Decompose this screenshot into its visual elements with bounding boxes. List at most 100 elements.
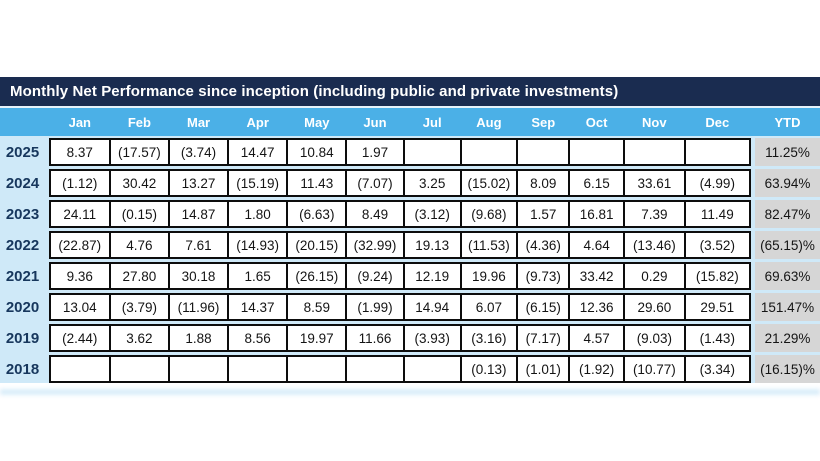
value-cell-2022-apr: (14.93) (226, 233, 287, 257)
value-cell-2022-mar: 7.61 (168, 233, 227, 257)
column-header-apr: Apr (246, 114, 269, 130)
value-cell-2023-sep: 1.57 (516, 202, 568, 226)
year-label-2025: 2025 (0, 138, 45, 166)
performance-table: Jan Feb Mar Apr May Jun Jul Aug Sep Oct Nov Dec YTD… (0, 108, 820, 383)
column-header-aug: Aug (476, 114, 502, 130)
value-cell-2019-jan: (2.44) (62, 330, 98, 346)
value-cell-2018-may (286, 357, 345, 381)
value-cell-2021-jul: 12.19 (402, 264, 460, 288)
value-cell-2021-jun: (9.24) (345, 264, 403, 288)
value-cell-2021-mar: 30.18 (168, 264, 227, 288)
value-cell-2019-apr: 8.56 (226, 326, 287, 350)
value-cell-2025-oct (568, 140, 623, 164)
value-cell-2024-jul: 3.25 (402, 171, 460, 195)
value-cell-2021-may: (26.15) (286, 264, 345, 288)
value-cell-2024-feb: 30.42 (108, 171, 169, 195)
value-cell-2018-dec: (3.34) (683, 357, 749, 381)
value-cell-2024-sep: 8.09 (516, 171, 568, 195)
ytd-value-2023: 82.47% (755, 200, 820, 228)
value-cell-2019-may: 19.97 (286, 326, 345, 350)
value-cell-2024-dec: (4.99) (683, 171, 749, 195)
value-cell-2022-jul: 19.13 (402, 233, 460, 257)
value-cell-2025-sep (516, 140, 568, 164)
value-cell-2018-feb (108, 357, 169, 381)
months-strip-2021: 9.36 27.80 30.18 1.65 (26.15) (9.24) 12.19 19.9… (49, 262, 751, 290)
value-cell-2018-mar (168, 357, 227, 381)
ytd-value-2020: 151.47% (755, 293, 820, 321)
year-label-2018: 2018 (0, 355, 45, 383)
table-row-2020: 2020 13.04 (3.79) (11.96) 14.37 8.59 (1.99) 14.… (0, 293, 820, 321)
value-cell-2024-apr: (15.19) (226, 171, 287, 195)
column-header-mar: Mar (186, 114, 211, 130)
value-cell-2018-oct: (1.92) (568, 357, 623, 381)
value-cell-2023-feb: (0.15) (108, 202, 169, 226)
year-label-2024: 2024 (0, 169, 45, 197)
value-cell-2020-jul: 14.94 (402, 295, 460, 319)
table-row-2019: 2019 (2.44) 3.62 1.88 8.56 19.97 11.66 (3.93) (3… (0, 324, 820, 352)
value-cell-2020-apr: 14.37 (226, 295, 287, 319)
column-header-ytd: YTD (774, 114, 801, 130)
value-cell-2019-aug: (3.16) (459, 326, 517, 350)
column-header-sep: Sep (531, 114, 556, 130)
value-cell-2019-sep: (7.17) (516, 326, 568, 350)
value-cell-2025-feb: (17.57) (108, 140, 169, 164)
value-cell-2024-may: 11.43 (286, 171, 345, 195)
value-cell-2021-feb: 27.80 (108, 264, 169, 288)
value-cell-2020-feb: (3.79) (108, 295, 169, 319)
value-cell-2020-may: 8.59 (286, 295, 345, 319)
value-cell-2019-dec: (1.43) (683, 326, 749, 350)
value-cell-2018-jul (402, 357, 460, 381)
column-header-oct: Oct (585, 114, 608, 130)
ytd-value-2024: 63.94% (755, 169, 820, 197)
value-cell-2019-mar: 1.88 (168, 326, 227, 350)
year-label-2021: 2021 (0, 262, 45, 290)
table-row-2023: 2023 24.11 (0.15) 14.87 1.80 (6.63) 8.49 (3.12)… (0, 200, 820, 228)
value-cell-2021-nov: 0.29 (623, 264, 684, 288)
value-cell-2021-oct: 33.42 (568, 264, 623, 288)
months-strip-2025: 8.37 (17.57) (3.74) 14.47 10.84 1.97 (49, 138, 751, 166)
year-label-2023: 2023 (0, 200, 45, 228)
months-strip-2024: (1.12) 30.42 13.27 (15.19) 11.43 (7.07) 3.25 (1… (49, 169, 751, 197)
value-cell-2023-mar: 14.87 (168, 202, 227, 226)
value-cell-2023-jul: (3.12) (402, 202, 460, 226)
value-cell-2020-jun: (1.99) (345, 295, 403, 319)
column-header-feb: Feb (127, 114, 151, 130)
value-cell-2019-oct: 4.57 (568, 326, 623, 350)
value-cell-2022-feb: 4.76 (108, 233, 169, 257)
value-cell-2024-jan: (1.12) (62, 175, 98, 191)
value-cell-2021-sep: (9.73) (516, 264, 568, 288)
value-cell-2022-nov: (13.46) (623, 233, 684, 257)
value-cell-2021-dec: (15.82) (683, 264, 749, 288)
value-cell-2018-sep: (1.01) (516, 357, 568, 381)
value-cell-2022-jun: (32.99) (345, 233, 403, 257)
value-cell-2021-jan: 9.36 (66, 268, 93, 284)
table-row-2018: 2018 (0.13) (1.01) (1.92) (10.77) (3.34) (16.1… (0, 355, 820, 383)
value-cell-2020-oct: 12.36 (568, 295, 623, 319)
value-cell-2019-jul: (3.93) (402, 326, 460, 350)
table-title-bar: Monthly Net Performance since inception … (0, 77, 820, 108)
months-strip-2022: (22.87) 4.76 7.61 (14.93) (20.15) (32.99) 19.1… (49, 231, 751, 259)
column-header-may: May (304, 114, 330, 130)
value-cell-2020-mar: (11.96) (168, 295, 227, 319)
months-strip-2020: 13.04 (3.79) (11.96) 14.37 8.59 (1.99) 14.94 6.… (49, 293, 751, 321)
value-cell-2024-aug: (15.02) (459, 171, 517, 195)
value-cell-2023-nov: 7.39 (623, 202, 684, 226)
table-body: 2025 8.37 (17.57) (3.74) 14.47 10.84 1.97 11.25… (0, 138, 820, 383)
top-whitespace (0, 0, 820, 77)
column-header-dec: Dec (705, 114, 730, 130)
value-cell-2018-jun (345, 357, 403, 381)
value-cell-2023-apr: 1.80 (226, 202, 287, 226)
value-cell-2022-sep: (4.36) (516, 233, 568, 257)
value-cell-2022-may: (20.15) (286, 233, 345, 257)
value-cell-2024-oct: 6.15 (568, 171, 623, 195)
value-cell-2019-jun: 11.66 (345, 326, 403, 350)
column-header-jan: Jan (68, 114, 91, 130)
value-cell-2024-mar: 13.27 (168, 171, 227, 195)
value-cell-2024-nov: 33.61 (623, 171, 684, 195)
year-column-header (0, 108, 45, 136)
ytd-value-2019: 21.29% (755, 324, 820, 352)
value-cell-2023-dec: 11.49 (683, 202, 749, 226)
table-row-2024: 2024 (1.12) 30.42 13.27 (15.19) 11.43 (7.07) 3.… (0, 169, 820, 197)
value-cell-2023-jun: 8.49 (345, 202, 403, 226)
